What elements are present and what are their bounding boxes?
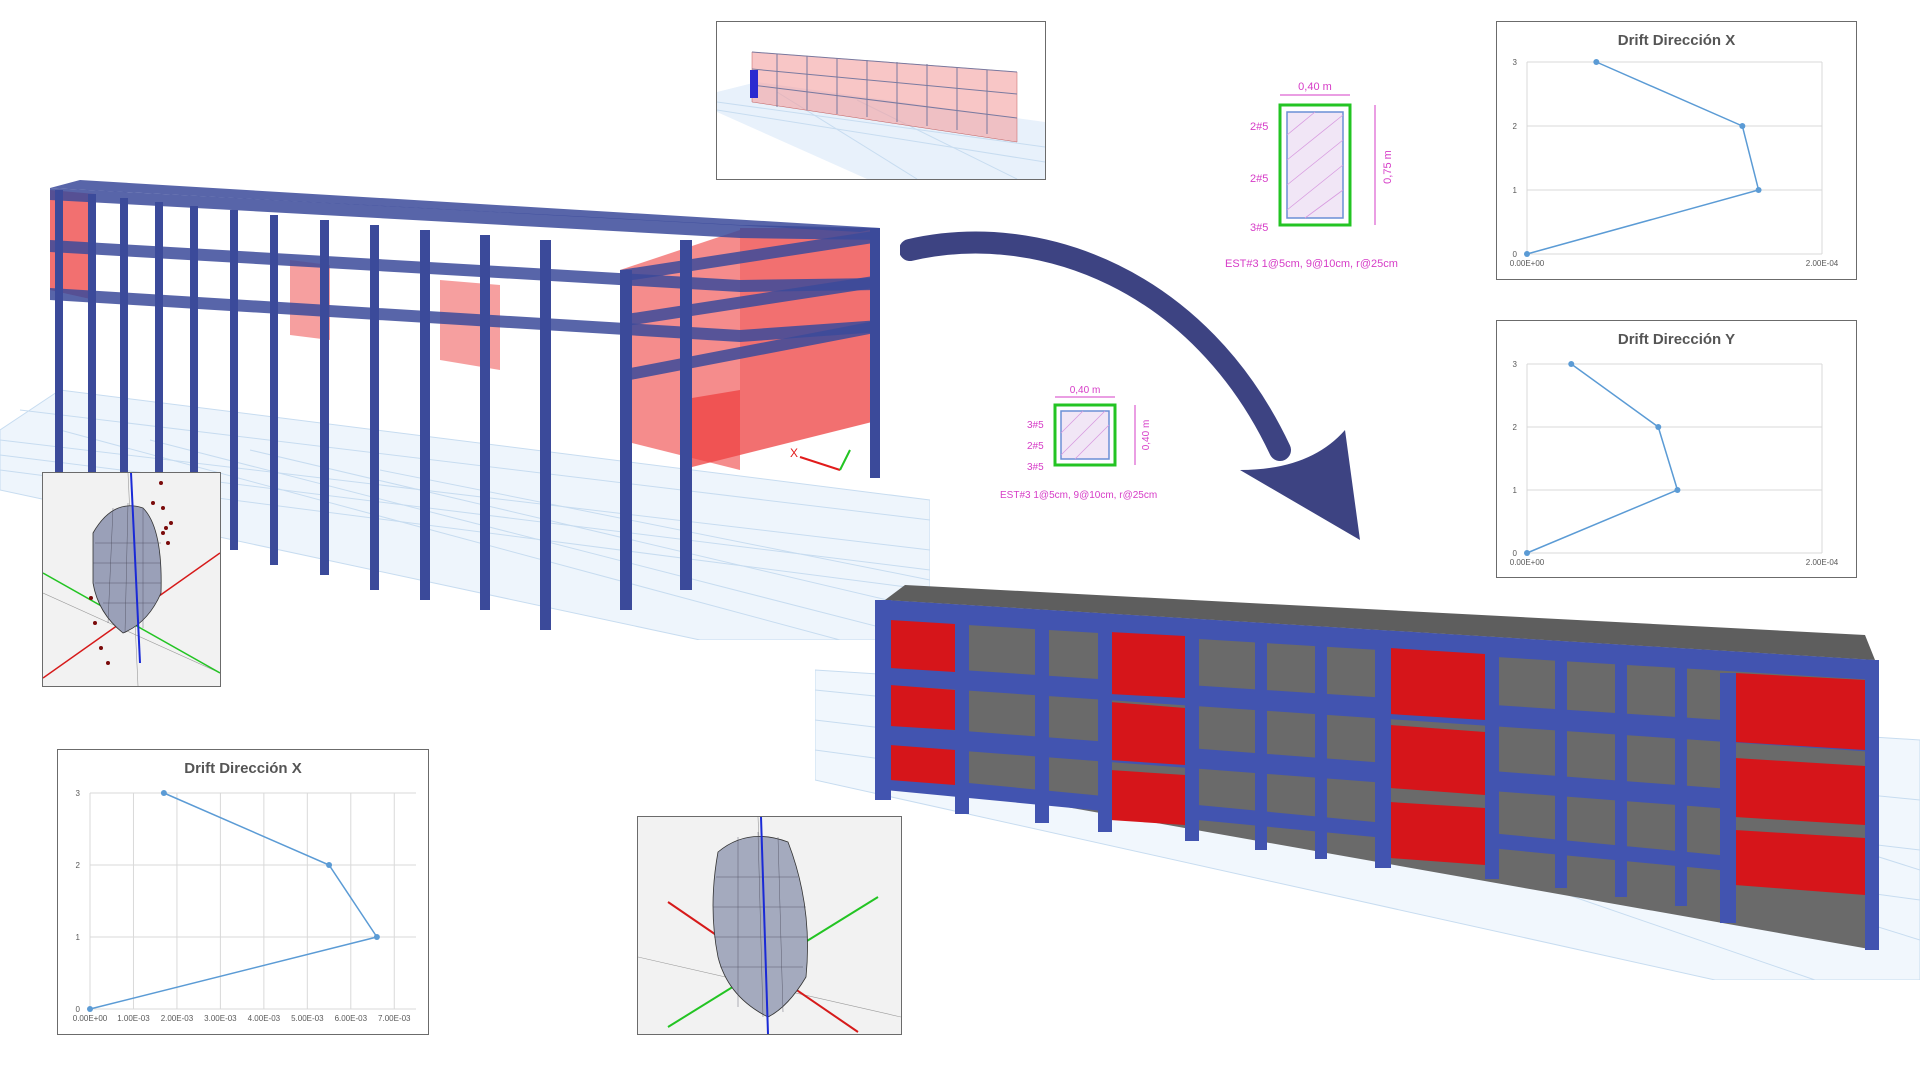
x-tick-label: 7.00E-03	[378, 1014, 411, 1023]
data-point	[1739, 123, 1746, 129]
drift-x-chart-top: Drift Dirección X 0 1 2 3 0.00E+00 2.00E-04	[1496, 21, 1857, 280]
drift-y-plot: 0 1 2 3 0.00E+00 2.00E-04	[1510, 360, 1839, 567]
data-point	[1568, 361, 1575, 367]
y-tick-label: 1	[1513, 186, 1518, 195]
chart-title: Drift Dirección X	[1617, 32, 1736, 49]
beam-height-label: 0,40 m	[1141, 420, 1152, 451]
y-tick-label: 3	[76, 789, 81, 798]
series-line	[1526, 363, 1679, 554]
series-line	[1526, 61, 1760, 255]
column-height-label: 0,75 m	[1382, 150, 1394, 184]
x-tick-label: 1.00E-03	[117, 1014, 150, 1023]
data-point	[326, 862, 333, 868]
x-tick-label: 0.00E+00	[1510, 558, 1545, 567]
beam-width-label: 0,40 m	[1070, 385, 1101, 396]
data-point	[1674, 487, 1681, 493]
x-tick-label: 6.00E-03	[335, 1014, 368, 1023]
data-point	[87, 1006, 93, 1012]
transition-arrow	[900, 231, 1360, 540]
beam-rebar-row-2: 2#5	[1027, 441, 1044, 452]
y-tick-label: 1	[1513, 486, 1518, 495]
x-tick-label: 5.00E-03	[291, 1014, 324, 1023]
x-tick-label: 0.00E+00	[1510, 259, 1545, 268]
drift-y-chart: Drift Dirección Y 0 1 2 3 0.00E+00 2.00E-04	[1496, 320, 1857, 578]
column-rebar-row-2: 2#5	[1250, 173, 1268, 185]
chart-title: Drift Dirección X	[184, 760, 302, 777]
column-stirrups-label: EST#3 1@5cm, 9@10cm, r@25cm	[1225, 258, 1398, 270]
beam-rebar-row-3: 3#5	[1027, 462, 1044, 473]
x-tick-label: 2.00E-04	[1806, 558, 1839, 567]
structural-model-solid	[815, 585, 1920, 980]
drift-x-plot-bottom: 0 1 2 3 0.00E+00 1.00E-03 2.00E-03 3.00E-03 4.00…	[73, 789, 416, 1023]
interaction-surface-panel-center	[637, 816, 902, 1035]
x-tick-label: 2.00E-04	[1806, 259, 1839, 268]
y-tick-label: 0	[1513, 250, 1518, 259]
y-tick-label: 3	[1513, 58, 1518, 67]
x-tick-label: 3.00E-03	[204, 1014, 237, 1023]
data-point	[160, 790, 167, 796]
drift-x-chart-bottom: Drift Dirección X 0 1 2 3 0.00E+00 1.00E-03 2.…	[57, 749, 429, 1035]
overview-model	[717, 51, 1045, 179]
shear-walls-solid	[890, 620, 1865, 895]
column-rebar-row-1: 2#5	[1250, 121, 1268, 133]
y-tick-label: 3	[1513, 360, 1518, 369]
y-tick-label: 2	[1513, 122, 1518, 131]
beam-section-drawing: 0,40 m 0,40 m 3#5 2#5 3#5 EST#3 1@5cm, 9…	[1000, 385, 1157, 501]
structural-model-transparent: X	[0, 180, 930, 640]
axis-x-label: X	[790, 446, 798, 460]
beam-stirrups-label: EST#3 1@5cm, 9@10cm, r@25cm	[1000, 490, 1157, 501]
chart-title: Drift Dirección Y	[1617, 331, 1736, 348]
y-tick-label: 2	[1513, 423, 1518, 432]
frame-columns	[55, 190, 880, 630]
y-tick-label: 0	[1513, 549, 1518, 558]
data-point	[1593, 59, 1600, 65]
column-rebar-row-3: 3#5	[1250, 222, 1268, 234]
data-point	[1524, 251, 1530, 257]
data-point	[1524, 550, 1530, 556]
frame-columns-solid	[875, 600, 1879, 950]
data-point	[1655, 424, 1662, 430]
drift-x-plot: 0 1 2 3 0.00E+00 2.00E-04	[1510, 58, 1839, 268]
x-tick-label: 0.00E+00	[73, 1014, 108, 1023]
data-point	[373, 934, 380, 940]
data-point	[1755, 187, 1762, 193]
series-line	[89, 792, 379, 1010]
column-section-drawing: 0,40 m 0,75 m 2#5 2#5 3#5 EST#3 1@5cm, 9…	[1225, 81, 1398, 270]
x-tick-label: 4.00E-03	[248, 1014, 281, 1023]
column-width-label: 0,40 m	[1298, 81, 1332, 93]
beam-rebar-row-1: 3#5	[1027, 420, 1044, 431]
interaction-surface-panel-left	[42, 472, 221, 687]
y-tick-label: 0	[76, 1005, 81, 1014]
x-tick-label: 2.00E-03	[161, 1014, 194, 1023]
model-overview-panel	[716, 21, 1046, 180]
y-tick-label: 2	[76, 861, 81, 870]
y-tick-label: 1	[76, 933, 81, 942]
